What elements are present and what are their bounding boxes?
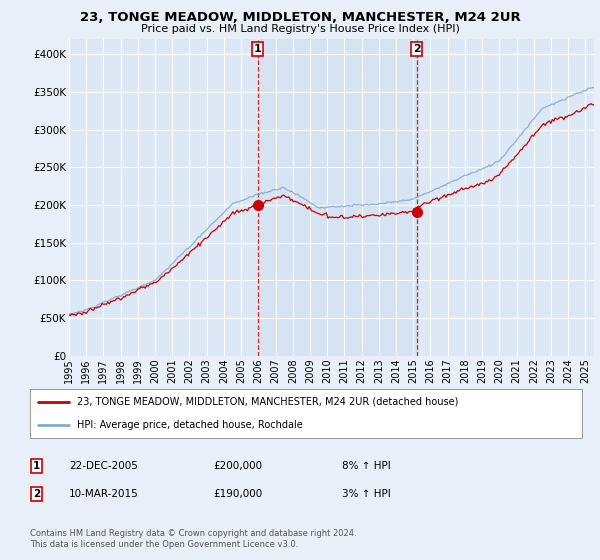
Bar	[258, 39, 416, 356]
Text: 22-DEC-2005: 22-DEC-2005	[69, 461, 138, 471]
Text: 10-MAR-2015: 10-MAR-2015	[69, 489, 139, 499]
Text: HPI: Average price, detached house, Rochdale: HPI: Average price, detached house, Roch…	[77, 419, 302, 430]
Text: 2: 2	[33, 489, 40, 499]
Text: £200,000: £200,000	[213, 461, 262, 471]
Text: 2: 2	[413, 44, 421, 54]
Text: 8% ↑ HPI: 8% ↑ HPI	[342, 461, 391, 471]
Text: Contains HM Land Registry data © Crown copyright and database right 2024.
This d: Contains HM Land Registry data © Crown c…	[30, 529, 356, 549]
Text: 3% ↑ HPI: 3% ↑ HPI	[342, 489, 391, 499]
Text: £190,000: £190,000	[213, 489, 262, 499]
Text: Price paid vs. HM Land Registry's House Price Index (HPI): Price paid vs. HM Land Registry's House …	[140, 24, 460, 34]
Text: 23, TONGE MEADOW, MIDDLETON, MANCHESTER, M24 2UR: 23, TONGE MEADOW, MIDDLETON, MANCHESTER,…	[80, 11, 520, 24]
Text: 1: 1	[254, 44, 262, 54]
Text: 23, TONGE MEADOW, MIDDLETON, MANCHESTER, M24 2UR (detached house): 23, TONGE MEADOW, MIDDLETON, MANCHESTER,…	[77, 397, 458, 407]
Text: 1: 1	[33, 461, 40, 471]
